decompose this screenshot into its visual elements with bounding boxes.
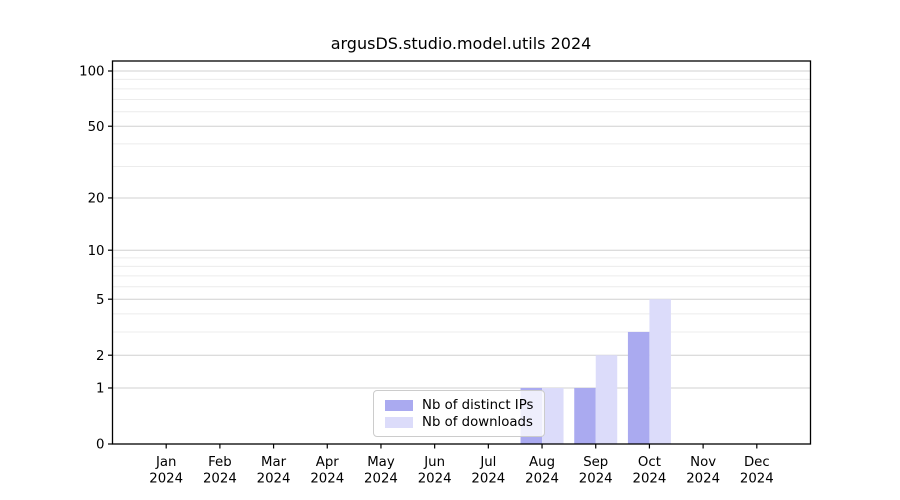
x-tick-label-aug: Aug 2024 [525, 455, 559, 487]
legend-item-distinct-ips: Nb of distinct IPs [385, 398, 535, 413]
bar-nb-of-distinct-ips-oct [627, 331, 650, 444]
bar-nb-of-distinct-ips-sep [574, 387, 596, 444]
bar-nb-of-downloads-sep [595, 355, 618, 444]
bar-nb-of-downloads-aug [542, 387, 564, 444]
x-tick-label-apr: Apr 2024 [310, 455, 344, 487]
plot-frame [111, 60, 812, 445]
y-tick-label-5: 5 [96, 293, 104, 308]
legend-label-distinct-ips: Nb of distinct IPs [422, 398, 534, 413]
legend-item-downloads: Nb of downloads [385, 415, 535, 430]
x-tick-label-jul: Jul 2024 [471, 455, 505, 487]
y-tick-label-10: 10 [88, 244, 105, 259]
y-tick-label-2: 2 [96, 349, 104, 364]
y-tick-label-20: 20 [88, 192, 105, 207]
legend-label-downloads: Nb of downloads [422, 415, 533, 430]
legend: Nb of distinct IPs Nb of downloads [373, 390, 545, 437]
y-tick-label-1: 1 [96, 382, 104, 397]
x-tick-label-jun: Jun 2024 [418, 455, 452, 487]
chart-title: argusDS.studio.model.utils 2024 [330, 34, 592, 53]
x-tick-label-jan: Jan 2024 [149, 455, 183, 487]
x-tick-label-feb: Feb 2024 [203, 455, 237, 487]
legend-swatch-distinct-ips [385, 400, 413, 411]
x-tick-label-oct: Oct 2024 [633, 455, 667, 487]
x-tick-label-mar: Mar 2024 [257, 455, 291, 487]
x-tick-label-may: May 2024 [364, 455, 398, 487]
legend-swatch-downloads [385, 417, 413, 428]
y-tick-label-50: 50 [88, 120, 105, 135]
x-tick-label-dec: Dec 2024 [740, 455, 774, 487]
bar-nb-of-downloads-oct [649, 299, 671, 444]
y-tick-label-0: 0 [96, 438, 104, 453]
x-tick-label-nov: Nov 2024 [686, 455, 720, 487]
y-tick-label-100: 100 [79, 65, 104, 80]
x-tick-label-sep: Sep 2024 [579, 455, 613, 487]
